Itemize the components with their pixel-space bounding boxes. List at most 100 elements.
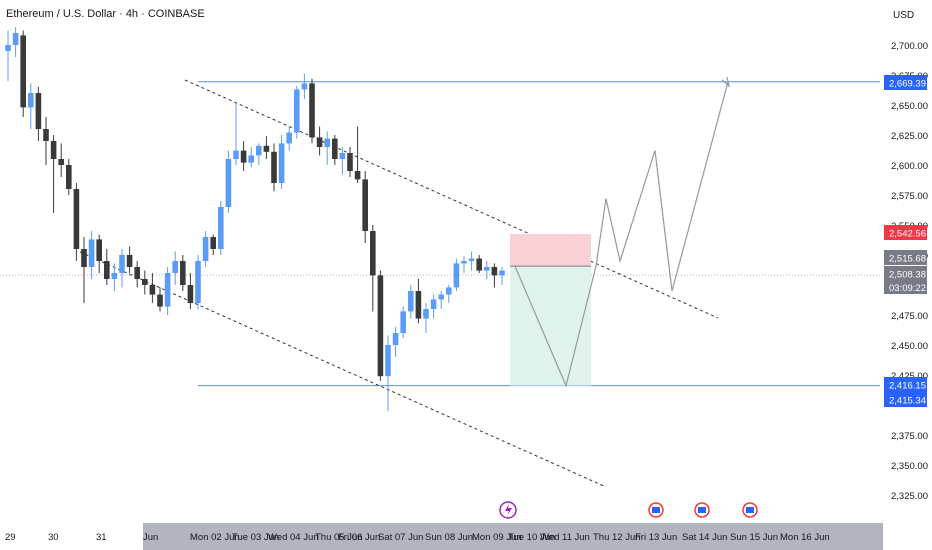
candle-body[interactable] <box>195 261 201 303</box>
candle-body[interactable] <box>218 207 224 249</box>
price-badge-label: 2,508.38 <box>889 270 926 281</box>
candle-body[interactable] <box>316 137 323 147</box>
flag-field <box>652 507 660 513</box>
candle-body[interactable] <box>484 267 490 271</box>
time-tick-label: 31 <box>96 532 107 543</box>
candle-body[interactable] <box>256 145 262 156</box>
candle-body[interactable] <box>286 132 292 144</box>
candle-body[interactable] <box>392 333 399 345</box>
price-tick-label: 2,650.00 <box>891 101 928 112</box>
candle-body[interactable] <box>96 239 102 261</box>
time-tick-label: Fri 13 Jun <box>635 532 677 543</box>
time-tick-label: Sat 14 Jun <box>682 532 727 543</box>
time-tick-label: Mon 02 Jun <box>190 532 240 543</box>
candle-body[interactable] <box>332 138 338 159</box>
candle-body[interactable] <box>301 83 308 90</box>
candle-body[interactable] <box>172 261 178 273</box>
candle-body[interactable] <box>408 291 414 312</box>
candle-body[interactable] <box>180 261 186 285</box>
candle-body[interactable] <box>461 261 467 264</box>
candle-body[interactable] <box>423 309 429 319</box>
candle-body[interactable] <box>453 263 460 288</box>
time-tick-label: Jun <box>143 532 158 543</box>
candle-body[interactable] <box>187 285 194 303</box>
projection-path[interactable] <box>514 81 729 388</box>
candle-body[interactable] <box>370 231 376 276</box>
time-axis-band[interactable] <box>143 523 883 550</box>
candle-body[interactable] <box>28 93 34 108</box>
time-tick-label: Mon 16 Jun <box>780 532 830 543</box>
candle-body[interactable] <box>5 45 11 51</box>
price-badge-label: 2,669.39 <box>889 79 926 90</box>
candle-body[interactable] <box>149 285 156 295</box>
candle-body[interactable] <box>119 255 125 273</box>
price-tick-label: 2,375.00 <box>891 431 928 442</box>
candle-body[interactable] <box>134 267 140 279</box>
candle-body[interactable] <box>202 237 209 261</box>
channel-upper-line[interactable] <box>184 79 719 319</box>
time-tick-label: Wed 11 Jun <box>540 532 590 543</box>
candle-body[interactable] <box>248 155 254 163</box>
candle-body[interactable] <box>362 179 368 231</box>
candle-body[interactable] <box>43 129 49 141</box>
candle-body[interactable] <box>271 151 277 183</box>
time-tick-label: Thu 12 Jun <box>593 532 641 543</box>
candle-body[interactable] <box>339 153 346 159</box>
candle-body[interactable] <box>415 291 422 319</box>
candle-body[interactable] <box>476 258 482 271</box>
stop-loss-zone[interactable] <box>510 233 591 267</box>
time-tick-label: Tue 03 Jun <box>232 532 279 543</box>
candle-body[interactable] <box>430 299 437 309</box>
candle-body[interactable] <box>157 294 163 307</box>
price-badge <box>884 225 927 240</box>
candle-body[interactable] <box>12 33 19 45</box>
candle-body[interactable] <box>233 150 239 159</box>
candle-body[interactable] <box>210 237 216 249</box>
candle-body[interactable] <box>491 267 498 276</box>
candle-body[interactable] <box>81 249 87 267</box>
price-badge <box>884 266 927 281</box>
candle-body[interactable] <box>88 239 95 267</box>
candle-body[interactable] <box>446 287 452 295</box>
chart-title: Ethereum / U.S. Dollar · 4h · COINBASE <box>6 8 205 20</box>
price-tick-label: 2,475.00 <box>891 311 928 322</box>
flag-field <box>698 507 706 513</box>
candle-body[interactable] <box>111 273 118 279</box>
candle-body[interactable] <box>278 143 285 183</box>
candle-body[interactable] <box>50 141 57 159</box>
candle-body[interactable] <box>468 258 475 261</box>
lightning-glyph <box>505 504 512 516</box>
price-tick-label: 2,575.00 <box>891 191 928 202</box>
candle-body[interactable] <box>400 311 406 333</box>
price-badge <box>884 377 927 392</box>
candle-body[interactable] <box>354 171 361 180</box>
time-tick-label: 29 <box>5 532 16 543</box>
candle-body[interactable] <box>240 150 247 163</box>
candle-body[interactable] <box>377 275 384 377</box>
candle-body[interactable] <box>294 89 300 133</box>
price-tick-label: 2,425.00 <box>891 371 928 382</box>
candle-body[interactable] <box>104 261 110 279</box>
candle-body[interactable] <box>126 255 133 267</box>
candle-body[interactable] <box>347 153 353 171</box>
candle-body[interactable] <box>142 279 148 285</box>
flag-field <box>746 507 754 513</box>
candle-body[interactable] <box>263 145 270 152</box>
candle-body[interactable] <box>438 294 444 300</box>
price-badge-label: 2,416.15 <box>889 381 926 392</box>
candle-body[interactable] <box>66 165 72 189</box>
candle-body[interactable] <box>309 83 315 138</box>
countdown-badge <box>884 281 927 294</box>
candle-body[interactable] <box>73 189 80 249</box>
candle-body[interactable] <box>20 35 26 108</box>
candle-body[interactable] <box>58 159 64 165</box>
time-tick-label: Sun 15 Jun <box>730 532 778 543</box>
candle-body[interactable] <box>225 159 232 207</box>
candle-body[interactable] <box>35 93 42 129</box>
price-tick-label: 2,625.00 <box>891 131 928 142</box>
candle-body[interactable] <box>385 345 391 377</box>
candle-body[interactable] <box>164 273 171 307</box>
candle-body[interactable] <box>499 270 505 276</box>
candle-body[interactable] <box>324 138 330 147</box>
